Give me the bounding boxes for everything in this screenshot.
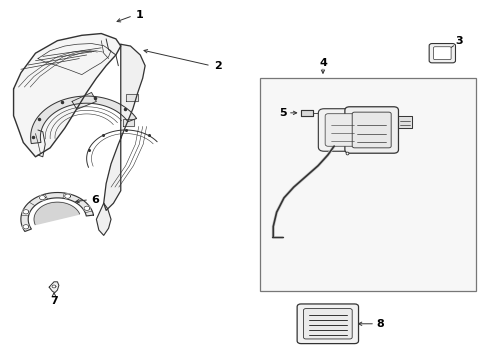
Polygon shape xyxy=(14,33,121,157)
Polygon shape xyxy=(104,44,145,210)
Polygon shape xyxy=(21,193,94,231)
Polygon shape xyxy=(23,225,29,229)
Polygon shape xyxy=(398,116,412,128)
Polygon shape xyxy=(49,282,59,293)
FancyBboxPatch shape xyxy=(352,112,391,148)
Text: 4: 4 xyxy=(319,58,327,68)
Polygon shape xyxy=(34,202,80,225)
Text: 5: 5 xyxy=(279,108,287,118)
FancyBboxPatch shape xyxy=(429,44,456,63)
FancyBboxPatch shape xyxy=(303,309,352,339)
Text: 8: 8 xyxy=(376,319,384,329)
Polygon shape xyxy=(52,285,56,288)
Bar xyxy=(260,78,476,291)
Polygon shape xyxy=(301,110,313,116)
Text: 7: 7 xyxy=(50,296,58,306)
Polygon shape xyxy=(40,195,45,200)
Polygon shape xyxy=(97,203,111,235)
Polygon shape xyxy=(84,206,90,210)
FancyBboxPatch shape xyxy=(318,109,367,151)
Polygon shape xyxy=(23,210,29,214)
Text: 2: 2 xyxy=(214,61,222,71)
Text: 1: 1 xyxy=(136,10,144,20)
FancyBboxPatch shape xyxy=(345,107,398,153)
FancyBboxPatch shape xyxy=(434,47,451,60)
FancyBboxPatch shape xyxy=(325,114,360,146)
Polygon shape xyxy=(125,94,138,102)
Polygon shape xyxy=(65,194,71,198)
Text: 3: 3 xyxy=(456,36,463,46)
FancyBboxPatch shape xyxy=(297,304,359,343)
Text: 6: 6 xyxy=(91,195,99,204)
Polygon shape xyxy=(31,96,137,144)
Polygon shape xyxy=(123,119,134,126)
Polygon shape xyxy=(323,123,334,131)
Polygon shape xyxy=(72,93,97,109)
